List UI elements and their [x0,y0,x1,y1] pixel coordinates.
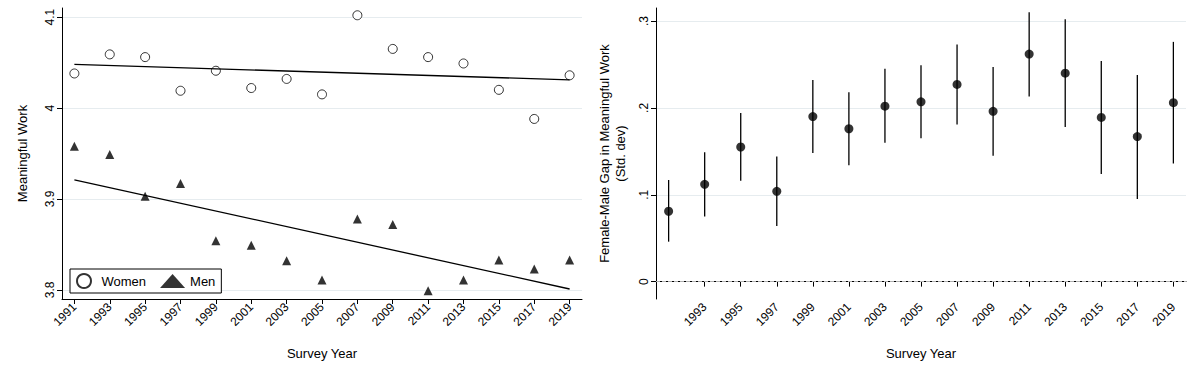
svg-text:2007: 2007 [334,300,363,329]
svg-text:Women: Women [102,274,147,289]
svg-text:2017: 2017 [510,300,539,329]
svg-text:(Std. dev): (Std. dev) [613,125,628,181]
svg-text:2017: 2017 [1114,300,1143,329]
svg-text:Female-Male Gap in Meaningful: Female-Male Gap in Meaningful Work [597,44,612,263]
svg-text:.1: .1 [637,189,651,199]
svg-text:2001: 2001 [227,300,256,329]
svg-text:2005: 2005 [298,300,327,329]
svg-text:2009: 2009 [969,300,998,329]
svg-text:2003: 2003 [861,300,890,329]
svg-text:1995: 1995 [717,300,746,329]
svg-text:2019: 2019 [546,300,575,329]
svg-text:2013: 2013 [1041,300,1070,329]
svg-text:0: 0 [637,278,651,285]
svg-text:Survey Year: Survey Year [886,346,957,361]
svg-text:Men: Men [190,274,215,289]
svg-text:2011: 2011 [1006,300,1034,328]
svg-text:1993: 1993 [86,300,115,329]
svg-text:1999: 1999 [789,300,818,329]
svg-text:2015: 2015 [475,300,504,329]
svg-text:1999: 1999 [192,300,221,329]
svg-text:1993: 1993 [681,300,710,329]
svg-text:1997: 1997 [753,300,782,329]
svg-text:2003: 2003 [263,300,292,329]
svg-text:3.9: 3.9 [43,190,57,207]
svg-text:Survey Year: Survey Year [287,346,358,361]
svg-text:4.1: 4.1 [43,8,57,25]
svg-text:2009: 2009 [369,300,398,329]
svg-text:2005: 2005 [897,300,926,329]
svg-text:1991: 1991 [51,300,80,329]
svg-text:2013: 2013 [440,300,469,329]
svg-text:2019: 2019 [1150,300,1179,329]
svg-text:Meaningful Work: Meaningful Work [15,104,30,202]
svg-text:2001: 2001 [825,300,854,329]
svg-text:1995: 1995 [121,300,150,329]
svg-text:3.8: 3.8 [43,281,57,298]
svg-text:1997: 1997 [157,300,186,329]
svg-text:.3: .3 [637,16,651,26]
svg-text:.2: .2 [637,103,651,113]
svg-text:2007: 2007 [933,300,962,329]
svg-text:4: 4 [43,104,57,111]
svg-text:2011: 2011 [405,300,433,328]
svg-text:2015: 2015 [1077,300,1106,329]
